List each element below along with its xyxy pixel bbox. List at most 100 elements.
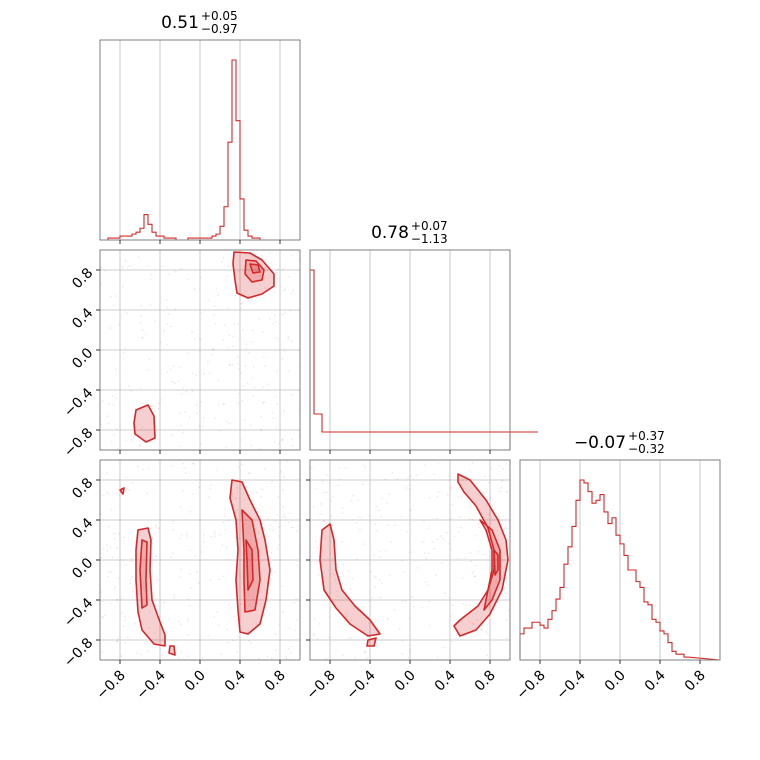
scatter-point: [181, 393, 183, 395]
scatter-point: [495, 581, 497, 583]
scatter-point: [333, 574, 335, 577]
scatter-point: [462, 603, 465, 605]
scatter-point: [199, 401, 202, 403]
scatter-point: [193, 288, 195, 290]
scatter-point: [469, 470, 471, 472]
scatter-point: [195, 374, 197, 377]
scatter-point: [157, 407, 160, 410]
scatter-point: [214, 533, 216, 535]
scatter-point: [183, 467, 185, 469]
scatter-point: [425, 581, 427, 583]
scatter-point: [131, 560, 133, 562]
scatter-point: [155, 524, 157, 527]
x-tick-label: 0.8: [472, 668, 499, 695]
scatter-point: [335, 590, 337, 592]
scatter-point: [154, 599, 157, 601]
scatter-point: [149, 278, 152, 280]
scatter-point: [140, 653, 142, 655]
scatter-point: [401, 599, 404, 602]
panel-title-value: 0.78: [371, 223, 409, 243]
scatter-point: [363, 464, 365, 467]
scatter-point: [114, 586, 117, 588]
scatter-point: [312, 633, 314, 635]
scatter-point: [310, 555, 312, 558]
scatter-point: [417, 567, 419, 569]
scatter-point: [289, 310, 291, 312]
scatter-point: [254, 257, 256, 259]
scatter-point: [173, 381, 175, 383]
scatter-point: [159, 341, 162, 344]
scatter-point: [509, 461, 512, 463]
scatter-point: [146, 265, 149, 267]
scatter-point: [456, 557, 459, 559]
scatter-point: [178, 620, 180, 623]
scatter-point: [498, 518, 501, 521]
y-tick-label: 0.4: [69, 515, 96, 542]
scatter-point: [259, 429, 262, 431]
scatter-point: [137, 256, 140, 258]
scatter-point: [113, 588, 115, 590]
scatter-point: [465, 604, 467, 607]
scatter-point: [433, 473, 435, 475]
scatter-point: [168, 273, 170, 275]
scatter-point: [421, 541, 423, 543]
scatter-point: [101, 600, 103, 603]
scatter-point: [487, 513, 490, 516]
scatter-point: [237, 402, 239, 404]
scatter-point: [135, 426, 137, 429]
scatter-point: [428, 601, 431, 603]
scatter-point: [483, 475, 486, 477]
scatter-point: [276, 402, 278, 405]
scatter-point: [221, 544, 223, 546]
scatter-point: [461, 495, 463, 498]
scatter-point: [264, 365, 266, 367]
scatter-point: [277, 268, 279, 270]
scatter-point: [394, 524, 396, 527]
scatter-point: [341, 541, 343, 543]
y-tick-label: 0.4: [69, 305, 96, 332]
scatter-point: [113, 537, 116, 540]
scatter-point: [235, 619, 237, 622]
scatter-point: [401, 653, 403, 655]
scatter-point: [476, 618, 479, 621]
scatter-point: [409, 648, 411, 651]
scatter-point: [225, 279, 227, 281]
scatter-point: [448, 542, 450, 545]
scatter-point: [336, 595, 339, 597]
scatter-point: [291, 254, 293, 257]
scatter-point: [148, 626, 151, 629]
x-tick-label: 0.8: [682, 668, 709, 695]
scatter-point: [409, 650, 412, 652]
scatter-point: [109, 327, 111, 329]
scatter-point: [475, 565, 477, 567]
scatter-point: [269, 524, 271, 526]
scatter-point: [356, 558, 358, 561]
scatter-point: [161, 265, 163, 268]
scatter-point: [361, 483, 364, 486]
scatter-point: [128, 489, 130, 492]
scatter-point: [351, 578, 354, 580]
scatter-point: [147, 553, 150, 555]
scatter-point: [101, 616, 104, 619]
scatter-point: [273, 441, 276, 443]
scatter-point: [468, 621, 471, 623]
scatter-point: [279, 285, 282, 287]
scatter-point: [490, 522, 493, 525]
scatter-point: [504, 463, 507, 465]
scatter-point: [172, 552, 174, 555]
scatter-point: [485, 631, 488, 634]
scatter-point: [285, 655, 287, 658]
histogram-panel-3: −0.8 −0.4 0.0 0.4 0.8 −0.07 +0.37−0.32: [513, 429, 721, 703]
scatter-point: [199, 276, 202, 279]
scatter-point: [178, 537, 181, 540]
scatter-point: [122, 612, 124, 614]
scatter-point: [122, 625, 125, 628]
x-tick-label: −0.4: [553, 667, 588, 702]
scatter-point: [296, 619, 298, 621]
scatter-point: [350, 636, 353, 639]
contour-level: [232, 251, 275, 299]
scatter-point: [283, 476, 285, 478]
scatter-point: [331, 495, 334, 498]
scatter-point: [224, 528, 226, 531]
scatter-point: [274, 314, 276, 316]
